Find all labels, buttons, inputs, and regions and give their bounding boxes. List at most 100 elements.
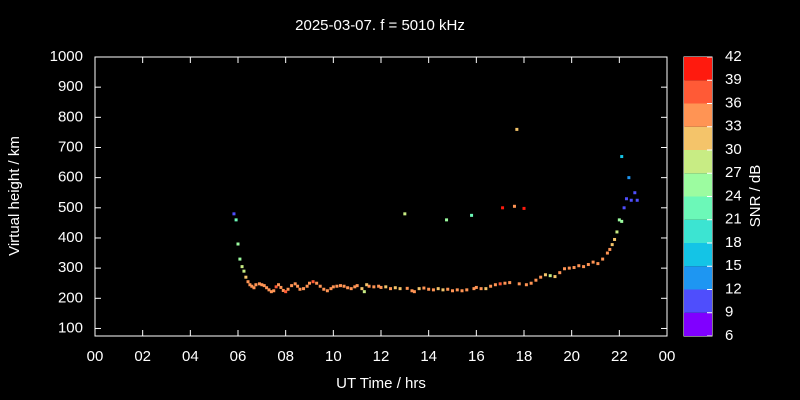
- point: [582, 265, 586, 269]
- x-tick-label: 06: [230, 348, 247, 365]
- point: [548, 274, 552, 278]
- point: [389, 287, 393, 291]
- y-tick-label: 1000: [50, 48, 83, 65]
- point: [346, 286, 350, 290]
- point: [605, 251, 609, 255]
- colorbar-tick-label: 30: [725, 141, 742, 158]
- point: [572, 266, 576, 270]
- point: [539, 275, 543, 279]
- point: [534, 278, 538, 282]
- y-tick-label: 300: [58, 259, 83, 276]
- x-axis-label: UT Time / hrs: [336, 375, 426, 392]
- point: [567, 266, 571, 270]
- point: [405, 286, 409, 290]
- point: [558, 271, 562, 275]
- point: [398, 287, 402, 291]
- colorbar-tick-label: 6: [725, 327, 733, 344]
- point: [349, 287, 353, 291]
- point: [305, 284, 309, 288]
- point: [586, 263, 590, 267]
- point: [615, 230, 619, 234]
- y-tick-label: 900: [58, 78, 83, 95]
- point: [596, 262, 600, 266]
- point: [360, 287, 364, 291]
- point: [445, 218, 449, 222]
- x-tick-label: 00: [659, 348, 676, 365]
- point: [620, 219, 624, 223]
- x-tick-label: 20: [563, 348, 580, 365]
- point: [608, 247, 612, 251]
- point: [635, 198, 639, 202]
- point: [460, 289, 464, 293]
- point: [422, 286, 426, 290]
- point: [279, 285, 283, 289]
- point: [315, 281, 319, 285]
- point: [379, 285, 383, 289]
- x-tick-label: 22: [611, 348, 628, 365]
- colorbar-band: [684, 312, 712, 336]
- point: [269, 290, 273, 294]
- point: [384, 285, 388, 289]
- point: [277, 283, 281, 287]
- point: [311, 280, 315, 284]
- colorbar-tick-label: 27: [725, 164, 742, 181]
- point: [248, 283, 252, 287]
- point: [601, 257, 605, 261]
- point: [286, 287, 290, 291]
- colorbar-tick-label: 9: [725, 304, 733, 321]
- point: [250, 284, 254, 288]
- point: [515, 127, 519, 131]
- x-tick-label: 10: [325, 348, 342, 365]
- point: [338, 284, 342, 288]
- point: [281, 288, 285, 292]
- x-tick-label: 14: [420, 348, 437, 365]
- point: [633, 191, 637, 195]
- point: [431, 288, 435, 292]
- colorbar-label: SNR / dB: [747, 165, 764, 228]
- chart-title: 2025-03-07. f = 5010 kHz: [295, 17, 465, 34]
- point: [355, 284, 359, 288]
- point: [238, 257, 242, 261]
- point: [284, 290, 288, 294]
- point: [620, 155, 624, 159]
- point: [629, 198, 633, 202]
- point: [272, 289, 276, 293]
- point: [302, 287, 306, 291]
- x-tick-label: 02: [134, 348, 151, 365]
- point: [234, 218, 238, 222]
- point: [610, 243, 614, 247]
- y-tick-label: 200: [58, 289, 83, 306]
- point: [508, 281, 512, 285]
- point: [489, 284, 493, 288]
- point: [265, 286, 269, 290]
- point: [470, 213, 474, 217]
- x-tick-label: 04: [182, 348, 199, 365]
- point: [577, 264, 581, 268]
- colorbar-tick-label: 21: [725, 211, 742, 228]
- colorbar-band: [684, 173, 712, 197]
- point: [446, 287, 450, 291]
- y-tick-label: 700: [58, 138, 83, 155]
- y-tick-label: 600: [58, 169, 83, 186]
- point: [274, 285, 278, 289]
- x-tick-label: 16: [468, 348, 485, 365]
- point: [329, 287, 333, 291]
- point: [252, 286, 256, 290]
- colorbar-band: [684, 243, 712, 267]
- point: [353, 285, 357, 289]
- colorbar-tick-label: 42: [725, 48, 742, 65]
- point: [267, 288, 271, 292]
- x-tick-label: 00: [87, 348, 104, 365]
- point: [244, 275, 248, 279]
- colorbar-tick-label: 36: [725, 94, 742, 111]
- point: [293, 282, 297, 286]
- x-tick-label: 12: [373, 348, 390, 365]
- point: [260, 283, 264, 287]
- colorbar-band: [684, 80, 712, 104]
- colorbar-tick-label: 12: [725, 280, 742, 297]
- point: [318, 284, 322, 288]
- plot-frame: [94, 56, 668, 337]
- point: [498, 282, 502, 286]
- point: [393, 286, 397, 290]
